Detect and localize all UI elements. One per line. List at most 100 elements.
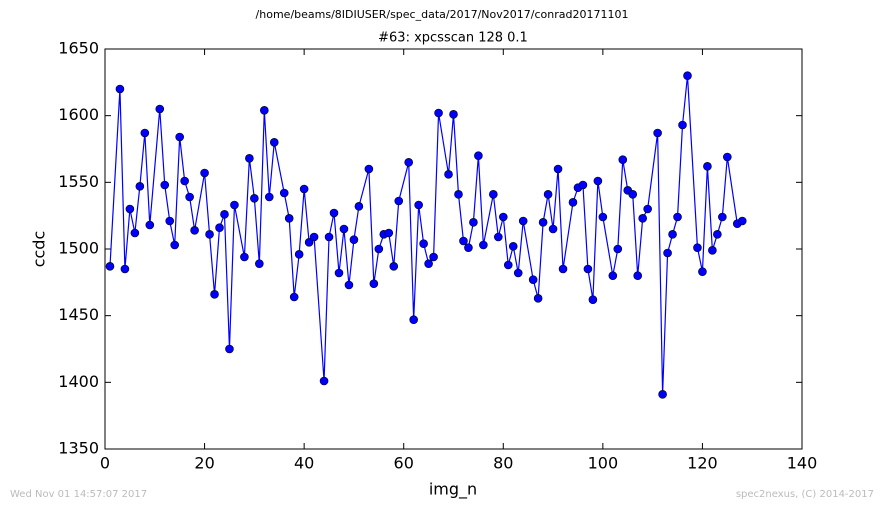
- data-point: [578, 180, 588, 190]
- data-point: [698, 267, 707, 276]
- data-point: [369, 279, 379, 288]
- data-point: [130, 228, 140, 238]
- data-point: [449, 110, 458, 119]
- data-point: [469, 218, 478, 227]
- data-point: [105, 262, 115, 271]
- data-point: [479, 240, 488, 250]
- data-point: [334, 268, 344, 278]
- data-point: [503, 260, 513, 270]
- data-point: [175, 132, 184, 142]
- footer-credit: spec2nexus, (C) 2014-2017: [736, 489, 874, 500]
- data-point: [568, 198, 578, 207]
- data-point: [309, 232, 319, 242]
- x-tick-label: 120: [687, 454, 718, 473]
- data-point: [255, 259, 264, 268]
- data-point: [533, 294, 543, 303]
- data-point: [364, 164, 374, 174]
- data-point: [498, 212, 508, 222]
- data-point: [230, 200, 239, 210]
- data-point: [459, 236, 468, 246]
- data-point: [683, 71, 692, 80]
- data-point: [588, 295, 598, 304]
- data-point: [279, 188, 289, 198]
- data-point: [409, 315, 418, 324]
- y-tick-label: 1550: [58, 172, 99, 191]
- data-point: [374, 244, 384, 254]
- data-point: [464, 243, 473, 252]
- data-point: [220, 210, 229, 219]
- data-point: [329, 208, 339, 218]
- data-point: [598, 212, 608, 222]
- data-point: [668, 230, 677, 239]
- data-point: [264, 192, 274, 202]
- data-point: [215, 223, 224, 232]
- y-tick-label: 1350: [58, 439, 99, 458]
- data-point: [489, 190, 498, 199]
- data-point: [339, 224, 349, 234]
- data-point: [548, 224, 558, 234]
- data-point: [299, 184, 309, 194]
- data-point: [170, 240, 179, 250]
- data-point: [454, 190, 463, 199]
- data-point: [140, 128, 150, 138]
- data-point: [324, 232, 334, 242]
- data-point: [474, 151, 483, 160]
- chart-title: #63: xpcsscan 128 0.1: [378, 31, 528, 46]
- data-point: [538, 218, 548, 227]
- data-point: [200, 168, 209, 178]
- data-point: [389, 262, 399, 271]
- data-point: [145, 220, 155, 230]
- data-point: [737, 216, 747, 226]
- data-point: [240, 252, 249, 262]
- data-point: [289, 292, 299, 302]
- data-point: [633, 271, 643, 280]
- data-point: [543, 190, 553, 199]
- data-point: [613, 244, 623, 254]
- data-point: [165, 216, 175, 226]
- data-point: [673, 212, 682, 222]
- data-point: [135, 182, 145, 191]
- data-point: [419, 239, 428, 248]
- data-point: [225, 344, 234, 354]
- data-point: [653, 128, 662, 138]
- data-point: [354, 202, 364, 211]
- x-tick-label: 20: [194, 454, 214, 473]
- data-point: [245, 154, 254, 163]
- data-point: [344, 280, 354, 290]
- data-point: [414, 200, 423, 210]
- data-point: [284, 214, 294, 223]
- data-point: [155, 104, 165, 114]
- data-point: [444, 170, 453, 179]
- data-point: [185, 192, 194, 202]
- data-point: [553, 164, 563, 174]
- x-tick-label: 100: [588, 454, 619, 473]
- data-point: [518, 216, 528, 226]
- data-point: [349, 235, 359, 244]
- x-tick-label: 140: [787, 454, 818, 473]
- y-tick-label: 1600: [58, 105, 99, 124]
- data-point: [180, 176, 189, 186]
- data-point: [260, 106, 269, 115]
- data-point: [593, 176, 603, 186]
- data-point: [528, 275, 538, 284]
- data-point: [693, 243, 702, 252]
- data-point: [658, 390, 667, 399]
- data-point: [508, 242, 518, 251]
- data-point: [583, 264, 593, 274]
- y-tick-label: 1500: [58, 239, 99, 258]
- data-point: [394, 196, 404, 206]
- data-point: [269, 138, 279, 147]
- data-point: [384, 228, 394, 238]
- data-point: [429, 252, 438, 262]
- data-point: [558, 264, 568, 274]
- data-point: [713, 230, 722, 239]
- data-point: [294, 250, 304, 259]
- data-point: [404, 158, 413, 167]
- data-point: [160, 180, 170, 190]
- data-point: [424, 259, 433, 268]
- data-point: [703, 162, 712, 171]
- data-line: [109, 75, 743, 395]
- data-point: [678, 120, 687, 130]
- y-axis-label: ccdc: [30, 231, 49, 268]
